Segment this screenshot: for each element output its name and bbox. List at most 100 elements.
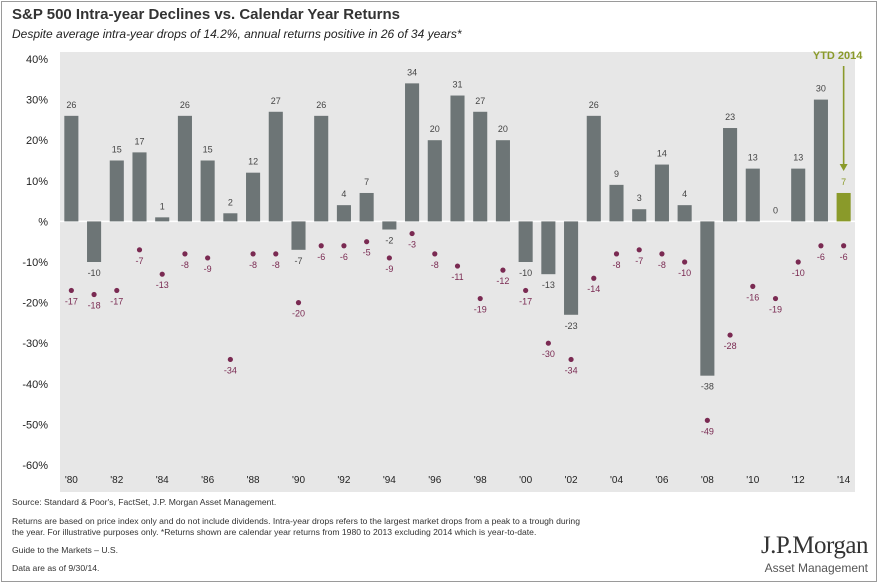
decline-dot [114, 287, 120, 294]
return-bar [677, 205, 692, 222]
return-bar [427, 140, 442, 222]
return-bar [700, 221, 715, 376]
decline-dot [386, 255, 392, 261]
return-label: 26 [316, 100, 326, 110]
chart-subtitle: Despite average intra-year drops of 14.2… [12, 27, 462, 41]
return-label: 26 [589, 100, 599, 110]
decline-label: -20 [292, 309, 305, 319]
return-bar [132, 152, 147, 222]
return-bar [450, 95, 465, 222]
return-label: 17 [134, 136, 144, 146]
x-tick-label: '02 [565, 475, 578, 486]
y-tick-label: 20% [26, 135, 48, 147]
method-note-1: Returns are based on price index only an… [12, 516, 580, 526]
chart-title: S&P 500 Intra-year Declines vs. Calendar… [12, 6, 400, 23]
decline-dot [341, 243, 347, 249]
decline-label: -7 [135, 256, 143, 266]
return-bar [268, 111, 283, 222]
decline-label: -49 [701, 426, 714, 436]
decline-label: -30 [542, 349, 555, 359]
return-bar [64, 115, 79, 222]
x-tick-label: '80 [65, 475, 78, 486]
return-bar [495, 140, 510, 222]
decline-label: -17 [110, 296, 123, 306]
return-bar [609, 184, 624, 222]
decline-label: -8 [181, 260, 189, 270]
return-label: 27 [271, 96, 281, 106]
decline-label: -28 [724, 341, 737, 351]
decline-label: -6 [340, 252, 348, 262]
y-tick-label: 40% [26, 54, 48, 66]
return-bar [87, 221, 102, 262]
return-label: -10 [88, 268, 101, 278]
x-tick-label: '12 [792, 475, 805, 486]
return-label: 9 [614, 169, 619, 179]
decline-dot [659, 251, 665, 257]
decline-label: -19 [769, 305, 782, 315]
decline-label: -10 [792, 268, 805, 278]
guide-note: Guide to the Markets – U.S. [12, 545, 119, 555]
return-label: -10 [519, 268, 532, 278]
x-tick-label: '14 [837, 475, 850, 486]
return-label: 34 [407, 67, 417, 77]
decline-dot [250, 251, 256, 257]
return-bar [405, 83, 420, 222]
return-bar [564, 221, 579, 315]
decline-dot [500, 267, 506, 273]
return-bar [745, 168, 760, 222]
x-tick-label: '92 [337, 475, 350, 486]
return-label: 13 [793, 153, 803, 163]
return-label: -23 [565, 321, 578, 331]
return-bar [155, 217, 170, 222]
return-label: 3 [637, 193, 642, 203]
decline-label: -7 [635, 256, 643, 266]
decline-label: -8 [272, 260, 280, 270]
asof-note: Data are as of 9/30/14. [12, 563, 100, 573]
return-bar [109, 160, 124, 222]
return-bar [586, 115, 601, 222]
decline-dot [273, 251, 279, 257]
x-tick-label: '86 [201, 475, 214, 486]
return-bar [723, 128, 738, 222]
decline-label: -3 [408, 240, 416, 250]
x-tick-label: '10 [746, 475, 759, 486]
decline-label: -34 [224, 365, 237, 375]
decline-dot [727, 332, 733, 338]
return-label: 20 [430, 124, 440, 134]
return-label: 15 [112, 145, 122, 155]
return-label: 31 [452, 80, 462, 90]
x-tick-label: '84 [156, 475, 169, 486]
return-bar [632, 209, 647, 222]
decline-label: -12 [496, 276, 509, 286]
x-tick-label: '98 [474, 475, 487, 486]
return-bar [314, 115, 329, 222]
decline-dot [205, 255, 211, 261]
return-bar [836, 192, 851, 222]
decline-dot [795, 259, 801, 265]
decline-dot [454, 263, 461, 269]
return-label: 7 [364, 177, 369, 187]
decline-label: -8 [431, 260, 439, 270]
decline-dot [545, 340, 551, 346]
return-label: -38 [701, 382, 714, 392]
return-bar [813, 99, 828, 222]
x-tick-label: '96 [428, 475, 441, 486]
decline-label: -13 [156, 280, 169, 290]
decline-dot [136, 247, 143, 253]
return-label: 4 [682, 189, 687, 199]
x-tick-label: '88 [247, 475, 260, 486]
y-tick-label: -50% [22, 419, 48, 431]
return-label: 30 [816, 84, 826, 94]
return-label: 4 [341, 189, 346, 199]
return-bar [473, 111, 488, 222]
decline-label: -17 [519, 296, 532, 306]
return-label: 13 [748, 153, 758, 163]
decline-label: -11 [451, 272, 463, 282]
decline-dot [68, 287, 74, 294]
decline-dot [772, 295, 779, 302]
return-label: 23 [725, 112, 735, 122]
decline-dot [409, 230, 415, 237]
x-tick-label: '04 [610, 475, 623, 486]
decline-label: -5 [363, 248, 371, 258]
return-label: 7 [841, 177, 846, 187]
